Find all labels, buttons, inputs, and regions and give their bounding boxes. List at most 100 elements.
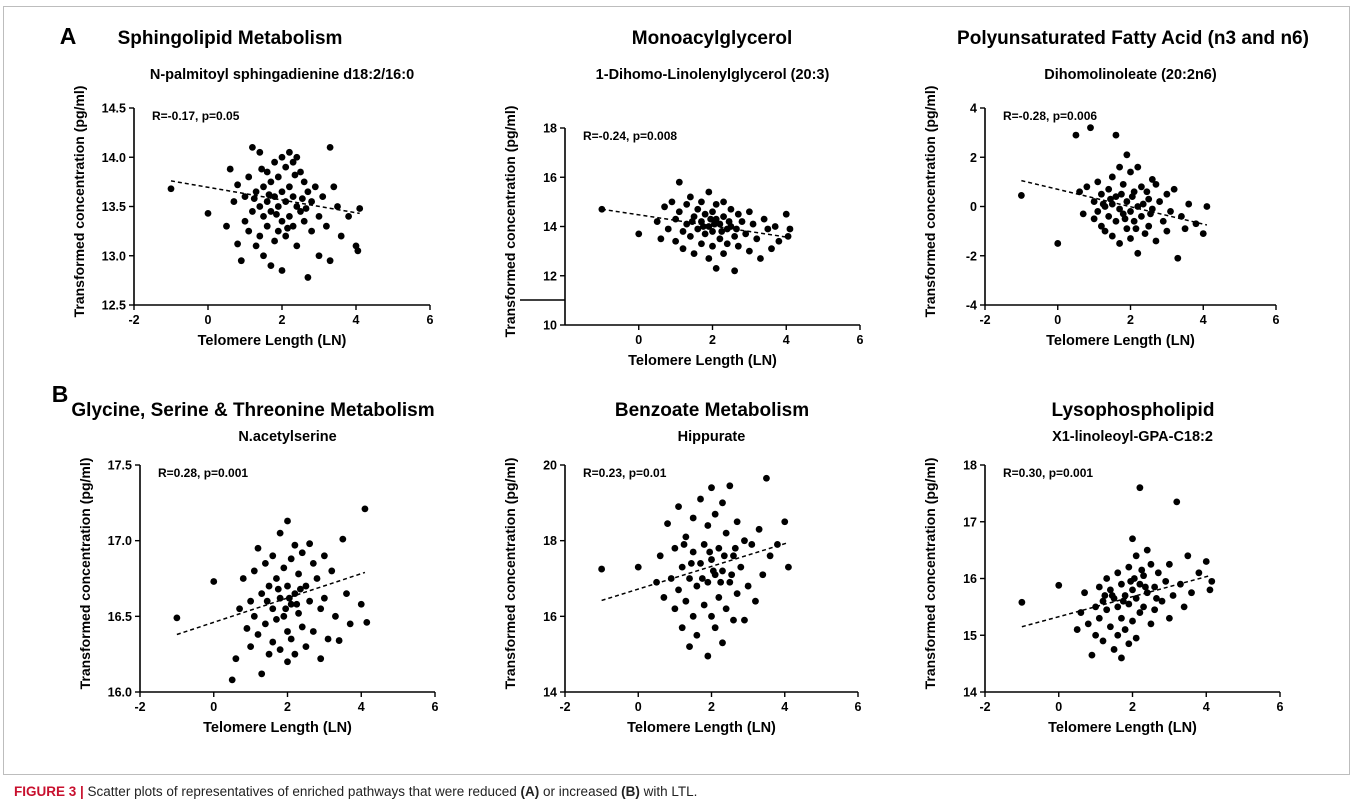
data-point: [1108, 592, 1116, 599]
data-point: [302, 643, 310, 650]
data-point: [737, 563, 745, 571]
data-point: [289, 193, 297, 201]
data-point: [1134, 203, 1142, 210]
data-point: [1125, 563, 1133, 571]
data-point: [764, 225, 772, 233]
data-point: [357, 600, 365, 608]
chart-panel-1: A Sphingolipid Metabolism N-palmitoyl sphi…: [60, 23, 434, 349]
x-tick-label: 4: [783, 333, 790, 347]
data-point: [1151, 583, 1159, 591]
data-point: [1101, 592, 1109, 599]
data-point: [720, 552, 728, 560]
data-point: [755, 525, 763, 533]
data-point: [1095, 614, 1103, 622]
data-point: [274, 585, 282, 593]
data-point: [1101, 227, 1109, 235]
pathway-heading: Sphingolipid Metabolism: [118, 28, 343, 49]
data-point: [698, 240, 705, 248]
data-point: [700, 541, 708, 548]
data-point: [315, 212, 323, 220]
data-point: [1076, 188, 1083, 196]
data-point: [700, 601, 708, 609]
data-point: [1123, 151, 1131, 159]
data-point: [656, 552, 664, 560]
data-point: [1143, 589, 1151, 597]
data-point: [660, 594, 668, 601]
data-point: [356, 205, 364, 212]
pathway-heading: Glycine, Serine & Threonine Metabolism: [71, 400, 434, 421]
data-point: [683, 200, 691, 208]
data-point: [716, 220, 724, 228]
data-point: [289, 222, 297, 230]
data-point: [1138, 212, 1145, 220]
data-point: [236, 605, 243, 613]
data-point: [228, 676, 236, 684]
x-tick-label: 0: [210, 700, 217, 714]
data-point: [239, 575, 247, 582]
data-point: [282, 605, 290, 613]
y-tick-label: 18: [543, 534, 557, 548]
caption-text-2: or increased: [539, 784, 622, 799]
data-point: [785, 563, 792, 571]
data-point: [726, 578, 734, 586]
x-tick-label: 2: [1129, 700, 1136, 714]
data-point: [245, 173, 253, 181]
data-point: [265, 650, 273, 658]
y-tick-label: 13.0: [102, 249, 126, 263]
data-point: [731, 267, 739, 275]
data-point: [730, 552, 737, 560]
data-point: [768, 245, 775, 253]
x-tick-label: 6: [427, 313, 434, 327]
data-point: [706, 548, 714, 556]
data-point: [243, 625, 251, 632]
data-point: [748, 541, 756, 548]
x-tick-label: -2: [979, 700, 990, 714]
data-point: [1165, 560, 1173, 568]
data-point: [1098, 190, 1105, 198]
data-point: [265, 582, 273, 590]
data-point: [269, 638, 277, 646]
data-point: [311, 183, 319, 191]
data-point: [343, 590, 350, 598]
data-point: [1143, 188, 1151, 196]
data-point: [297, 208, 304, 215]
data-point: [738, 218, 746, 225]
data-point: [291, 650, 299, 658]
data-point: [234, 181, 242, 189]
caption-b: (B): [621, 784, 640, 799]
data-point: [232, 655, 240, 663]
data-point: [1077, 609, 1085, 616]
data-point: [1169, 592, 1177, 599]
data-point: [309, 559, 317, 567]
data-point: [267, 262, 275, 269]
data-point: [675, 208, 683, 216]
data-point: [675, 586, 682, 594]
x-axis-label: Telomere Length (LN): [1046, 333, 1195, 349]
data-point: [252, 242, 260, 250]
data-point: [269, 605, 277, 613]
data-point: [326, 144, 334, 151]
x-axis-label: Telomere Length (LN): [198, 333, 347, 349]
data-point: [598, 205, 606, 213]
data-point: [708, 556, 715, 563]
data-point: [687, 559, 695, 567]
y-axis-label: Transformed concentration (pg/ml): [502, 106, 518, 338]
data-point: [760, 215, 768, 223]
data-point: [267, 208, 275, 215]
data-point: [704, 578, 712, 586]
data-point: [223, 222, 230, 230]
data-point: [709, 567, 717, 575]
x-tick-label: 6: [855, 700, 862, 714]
data-point: [308, 198, 315, 205]
data-point: [1073, 626, 1081, 633]
data-point: [1114, 631, 1122, 639]
y-axis-label: Transformed concentration (pg/ml): [71, 86, 87, 318]
data-point: [1018, 598, 1026, 606]
data-point: [1121, 592, 1129, 599]
data-point: [237, 257, 245, 265]
data-point: [668, 198, 676, 206]
data-point: [667, 575, 675, 582]
data-point: [1054, 240, 1062, 247]
data-point: [1181, 225, 1189, 233]
y-tick-label: 10: [543, 319, 557, 333]
